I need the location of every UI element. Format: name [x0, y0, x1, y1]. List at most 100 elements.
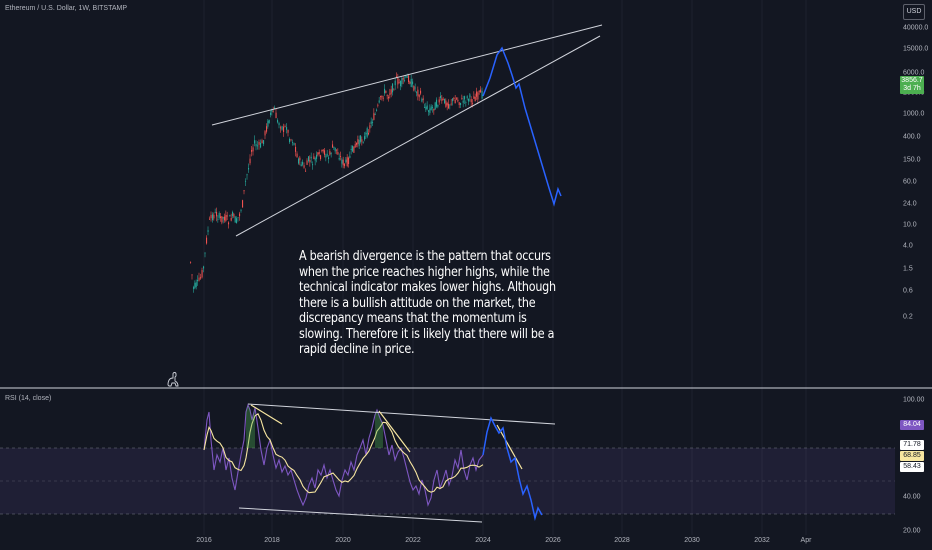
candle-body — [216, 211, 218, 217]
candle-body — [242, 200, 244, 208]
candle-body — [341, 159, 343, 164]
candle-body — [326, 153, 328, 156]
candle-body — [217, 218, 219, 220]
candle-body — [286, 127, 288, 130]
candle-body — [222, 217, 224, 219]
candle-body — [394, 80, 396, 86]
candle-body — [416, 91, 418, 93]
rsi-overbought-fill — [246, 405, 255, 448]
candle-body — [446, 103, 448, 106]
candle-body — [429, 108, 431, 114]
candle-body — [373, 113, 375, 120]
candle-body — [466, 96, 468, 99]
candle-body — [438, 99, 440, 103]
candle-body — [254, 140, 256, 144]
candle-body — [406, 76, 408, 78]
currency-button[interactable]: USD — [903, 4, 925, 20]
price-tick-label: 10.0 — [903, 222, 917, 229]
candle-body — [190, 261, 192, 263]
rsi-indicator-title[interactable]: RSI (14, close) — [5, 395, 52, 402]
candle-body — [261, 140, 263, 144]
candle-body — [309, 160, 311, 163]
candle-body — [340, 156, 342, 158]
candle-body — [472, 103, 474, 104]
price-tick-label: 40000.0 — [903, 25, 928, 32]
time-axis-ticks[interactable]: 2016 2018 2020 2022 2024 2026 2028 2030 2032 Apr — [196, 537, 812, 544]
candle-body — [322, 149, 324, 152]
candle-body — [356, 142, 358, 145]
candle-body — [426, 105, 428, 109]
candle-body — [458, 102, 460, 105]
dino-icon[interactable] — [167, 372, 179, 387]
candle-body — [433, 108, 435, 111]
time-tick-label: 2032 — [754, 537, 770, 544]
rsi-divergence-line-3[interactable] — [496, 424, 523, 470]
candle-body — [374, 114, 376, 115]
price-tick-label: 0.2 — [903, 314, 913, 321]
candle-body — [366, 128, 368, 137]
candle-body — [461, 98, 463, 100]
candle-body — [462, 100, 464, 103]
time-tick-label: 2026 — [545, 537, 561, 544]
candle-body — [460, 102, 462, 105]
symbol-title[interactable]: Ethereum / U.S. Dollar, 1W, BITSTAMP — [5, 5, 128, 12]
price-candles — [190, 72, 483, 293]
candle-body — [237, 217, 239, 219]
candle-body — [450, 103, 452, 105]
candle-body — [474, 96, 476, 102]
candle-body — [232, 211, 234, 216]
rsi-lower-trendline[interactable] — [238, 507, 483, 523]
candle-body — [424, 107, 426, 108]
candle-body — [313, 156, 315, 159]
candle-body — [377, 104, 379, 106]
price-tick-label: 400.0 — [903, 134, 921, 141]
candle-body — [422, 98, 424, 100]
rsi-divergence-line-2[interactable] — [378, 410, 411, 453]
candle-body — [260, 142, 262, 148]
rsi-axis-ticks[interactable]: 100.00 40.00 20.00 — [903, 397, 925, 535]
candle-body — [249, 158, 251, 164]
candle-body — [271, 109, 273, 112]
candle-body — [410, 78, 412, 87]
grid — [203, 0, 807, 535]
candle-body — [378, 100, 380, 103]
price-tick-label: 6000.0 — [903, 70, 925, 77]
time-tick-label: 2018 — [264, 537, 280, 544]
candle-body — [352, 145, 354, 152]
candle-body — [308, 156, 310, 162]
candle-body — [314, 158, 316, 161]
candle-body — [444, 98, 446, 104]
candle-body — [198, 277, 200, 281]
candle-body — [305, 170, 307, 172]
candle-body — [203, 266, 205, 269]
candle-body — [239, 213, 241, 217]
candle-body — [264, 131, 266, 136]
candle-body — [278, 122, 280, 126]
price-axis-ticks[interactable]: 40000.015000.06000.02500.01000.0400.0150… — [903, 25, 928, 321]
price-tick-label: 15000.0 — [903, 46, 928, 53]
candle-body — [226, 215, 228, 217]
candle-body — [312, 164, 314, 166]
candle-body — [224, 216, 226, 221]
candle-body — [302, 161, 304, 165]
price-projection-path[interactable] — [482, 46, 562, 207]
candle-body — [292, 142, 294, 143]
candle-body — [298, 158, 300, 164]
candle-body — [317, 152, 319, 155]
rsi-upper-trendline[interactable] — [247, 403, 556, 425]
rsi-overbought-fill — [375, 410, 383, 448]
candle-body — [362, 142, 364, 144]
candle-body — [397, 77, 399, 85]
candle-body — [303, 165, 305, 168]
candle-body — [332, 144, 334, 148]
wedge-lower-trendline[interactable] — [235, 35, 601, 237]
candle-body — [469, 94, 471, 98]
candle-body — [393, 89, 395, 91]
rsi-divergence-line-1[interactable] — [250, 404, 283, 425]
candle-body — [456, 98, 458, 100]
candle-body — [214, 212, 216, 214]
wedge-upper-trendline[interactable] — [211, 24, 603, 126]
candle-body — [480, 89, 482, 93]
rsi-projection-path[interactable] — [482, 415, 543, 521]
